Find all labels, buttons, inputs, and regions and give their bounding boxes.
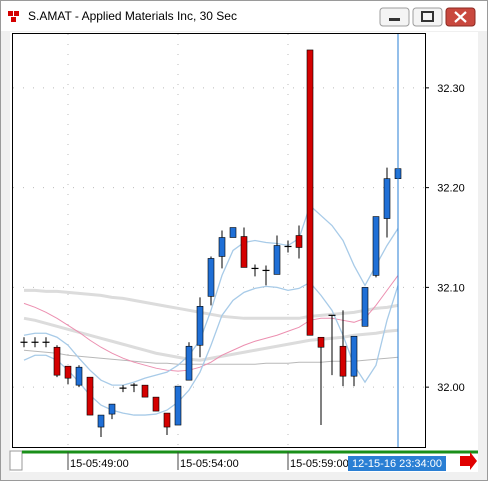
candle-body xyxy=(350,335,358,377)
overlay-line xyxy=(23,316,399,362)
candle-body xyxy=(64,365,72,379)
candle-body xyxy=(196,306,204,346)
maximize-button[interactable] xyxy=(412,7,443,27)
candle-body xyxy=(75,366,83,386)
y-tick-label: 32.10 xyxy=(437,282,465,294)
candle-body xyxy=(229,227,237,238)
candle-body xyxy=(163,412,171,428)
cursor-label: 12-15-16 23:34:00 xyxy=(352,458,442,470)
candle-body xyxy=(185,345,193,381)
x-tick-label: 15-05:49:00 xyxy=(70,458,129,470)
app-icon xyxy=(8,11,19,22)
candle-body xyxy=(207,258,215,297)
candle-body xyxy=(53,346,61,376)
candle-body xyxy=(273,245,281,275)
candle-body xyxy=(97,414,105,428)
minimize-button[interactable] xyxy=(379,7,410,27)
candle-body xyxy=(218,237,226,257)
candle-body xyxy=(152,396,160,412)
window-title: S.AMAT - Applied Materials Inc, 30 Sec xyxy=(28,9,237,23)
candle-body xyxy=(317,336,325,348)
scroll-box[interactable] xyxy=(9,450,23,471)
x-tick-label: 15-05:54:00 xyxy=(180,458,239,470)
overlay-line xyxy=(23,204,399,386)
candle-body xyxy=(141,384,149,398)
candle-body xyxy=(240,236,248,268)
y-tick-label: 32.30 xyxy=(437,83,465,95)
overlay-line xyxy=(23,349,399,365)
candle-body xyxy=(295,235,303,248)
candle-body xyxy=(306,49,314,336)
cursor-label-box xyxy=(348,456,446,471)
x-tick-label: 15-05:59:00 xyxy=(290,458,349,470)
candle-body xyxy=(108,403,116,415)
candle-body xyxy=(86,376,94,416)
y-tick-label: 32.00 xyxy=(437,382,465,394)
candle-body xyxy=(372,216,380,276)
y-tick-label: 32.20 xyxy=(437,183,465,195)
candle-body xyxy=(339,345,347,377)
close-button[interactable] xyxy=(445,7,476,27)
candle-body xyxy=(383,178,391,219)
candle-body xyxy=(361,287,369,327)
overlay-line xyxy=(24,288,399,320)
scroll-right-arrow[interactable] xyxy=(460,452,477,470)
overlay-line xyxy=(23,281,399,416)
candle-body xyxy=(174,385,182,426)
